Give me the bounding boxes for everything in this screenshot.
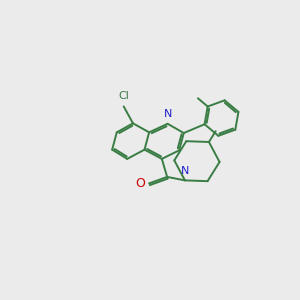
Text: O: O bbox=[135, 177, 145, 190]
Text: Cl: Cl bbox=[118, 92, 129, 101]
Text: N: N bbox=[164, 109, 172, 119]
Text: N: N bbox=[181, 166, 189, 176]
